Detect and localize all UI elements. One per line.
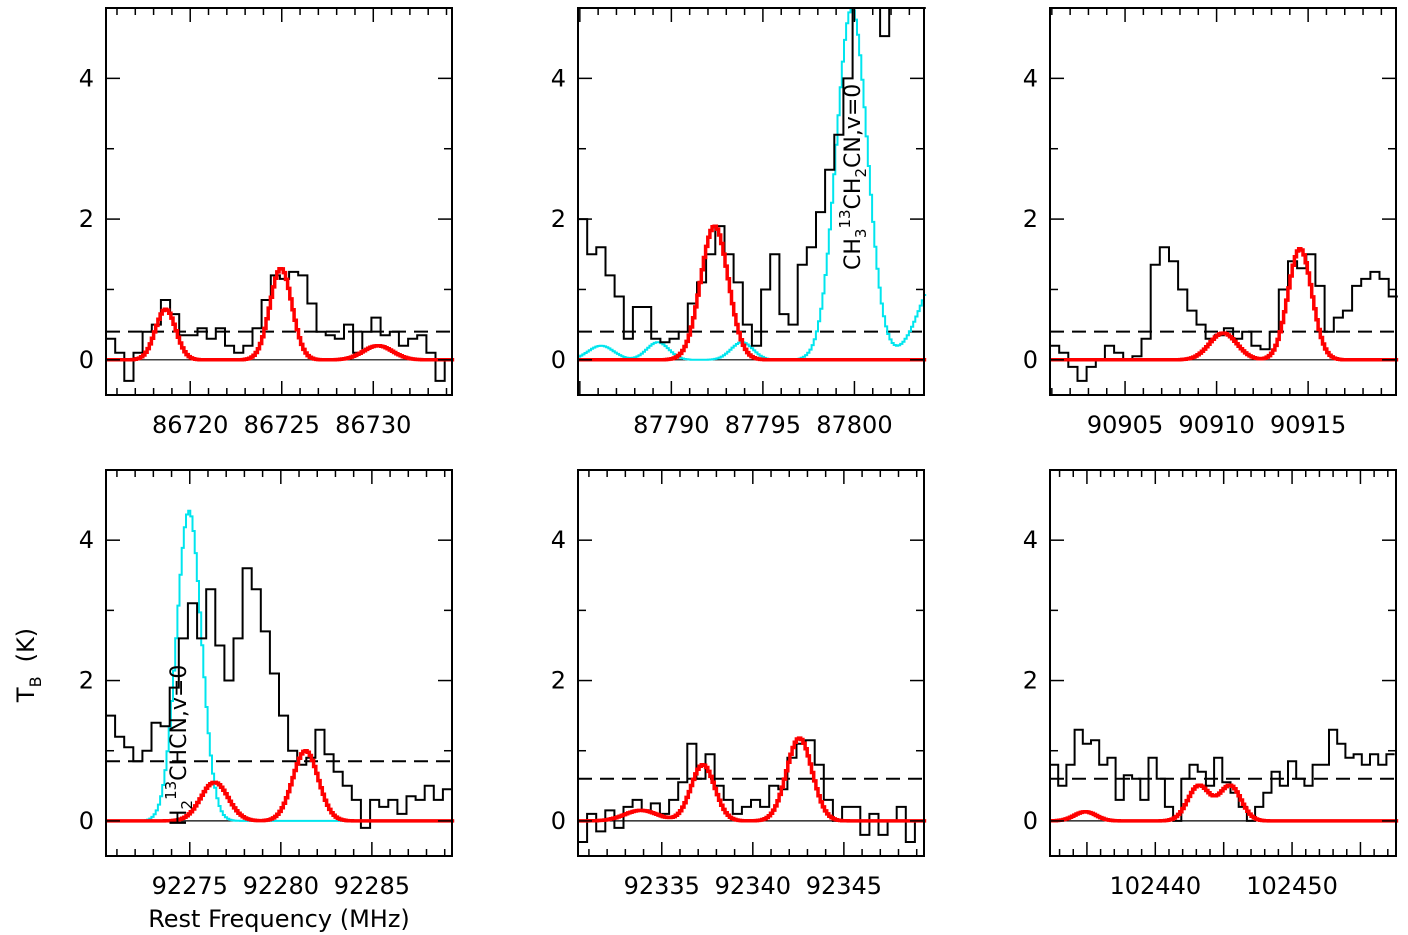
- x-tick-label: 92335: [624, 872, 700, 900]
- molecule-label-part: CH: [841, 238, 866, 270]
- y-tick-label: 4: [1023, 64, 1038, 92]
- x-tick-label: 92280: [243, 872, 319, 900]
- molecule-label-part: 13: [162, 781, 180, 800]
- red-model-spectrum: [578, 736, 927, 823]
- y-tick-label: 4: [1023, 526, 1038, 554]
- x-tick-label: 86730: [335, 411, 411, 439]
- x-axis: 86720 86725 86730: [116, 8, 448, 439]
- molecule-label: H213CHCN,v=0: [162, 665, 196, 826]
- x-tick-label: 92340: [715, 872, 791, 900]
- y-axis: 0 2 4: [551, 469, 924, 835]
- y-tick-label: 0: [79, 807, 94, 835]
- plot-frame: [105, 7, 453, 396]
- red-model-spectrum: [1050, 246, 1399, 362]
- y-tick-label: 2: [551, 205, 566, 233]
- observed-spectrum: [578, 739, 924, 843]
- plot-frame: [105, 469, 453, 857]
- x-tick-label: 102450: [1246, 872, 1338, 900]
- red-model-spectrum: [1050, 783, 1399, 823]
- y-axis-title-unit: (K): [12, 628, 40, 662]
- y-tick-label: 4: [551, 64, 566, 92]
- y-axis: 0 2 4: [79, 7, 452, 374]
- x-tick-label: 102440: [1109, 872, 1201, 900]
- y-tick-label: 0: [551, 807, 566, 835]
- x-tick-label: 87790: [633, 411, 709, 439]
- y-tick-label: 0: [79, 346, 94, 374]
- observed-spectrum: [578, 7, 926, 347]
- y-axis-title-main: T: [12, 687, 40, 703]
- cyan-model-spectrum: [106, 509, 455, 822]
- y-tick-label: 2: [79, 667, 94, 695]
- plot-frame: [1049, 469, 1397, 857]
- y-tick-label: 0: [1023, 807, 1038, 835]
- red-model-spectrum: [578, 224, 927, 362]
- y-axis-title: TB (K): [12, 628, 45, 703]
- molecule-label-part: 2: [852, 168, 870, 178]
- x-tick-label: 90905: [1087, 411, 1163, 439]
- x-tick-label: 87800: [816, 411, 892, 439]
- molecule-label-part: 13: [836, 209, 854, 228]
- y-tick-label: 2: [551, 667, 566, 695]
- plot-frame: [577, 469, 925, 857]
- x-tick-label: 87795: [725, 411, 801, 439]
- y-axis: 0 2 4: [79, 469, 452, 835]
- y-tick-label: 4: [79, 526, 94, 554]
- y-tick-label: 2: [1023, 205, 1038, 233]
- y-axis: 0 2 4: [551, 7, 924, 374]
- observed-spectrum: [106, 270, 454, 382]
- molecule-label: CH313CH2CN,v=0: [836, 84, 870, 270]
- panel-6: 0 2 4 102440 102450: [1023, 469, 1399, 900]
- molecule-label-part: 3: [852, 229, 870, 239]
- x-axis: 102440 102450: [1058, 470, 1389, 900]
- y-axis: 0 2 4: [1023, 469, 1396, 835]
- x-axis: 92275 92280 92285: [116, 470, 446, 900]
- molecule-label-part: H: [167, 809, 192, 826]
- x-tick-label: 92285: [334, 872, 410, 900]
- y-axis-title-subscript: B: [26, 676, 45, 687]
- y-tick-label: 4: [79, 64, 94, 92]
- y-tick-label: 0: [551, 346, 566, 374]
- molecule-label-part: CHCN,v=0: [167, 665, 192, 781]
- red-model-spectrum: [106, 749, 455, 823]
- x-axis: 92335 92340 92345: [588, 470, 918, 900]
- cyan-model-spectrum: [578, 7, 927, 361]
- x-tick-label: 86720: [152, 411, 228, 439]
- plot-frame: [1049, 7, 1397, 396]
- panel-1: 0 2 4 86720 86725 86730: [79, 7, 455, 439]
- y-tick-label: 4: [551, 526, 566, 554]
- panel-5: 0 2 4 92335 92340 92345: [551, 469, 927, 900]
- plot-frame: [577, 7, 925, 396]
- x-axis: 87790 87795 87800: [579, 8, 911, 439]
- x-axis-title: Rest Frequency (MHz): [148, 905, 410, 933]
- molecule-label-part: 2: [178, 800, 196, 810]
- y-axis: 0 2 4: [1023, 7, 1396, 374]
- x-tick-label: 92275: [152, 872, 228, 900]
- red-model-spectrum: [106, 266, 455, 362]
- x-axis: 90905 90910 90915: [1051, 8, 1383, 439]
- observed-spectrum: [1050, 728, 1395, 822]
- observed-spectrum: [106, 567, 452, 829]
- y-tick-label: 2: [1023, 667, 1038, 695]
- x-tick-label: 86725: [244, 411, 320, 439]
- x-tick-label: 90910: [1178, 411, 1254, 439]
- y-tick-label: 0: [1023, 346, 1038, 374]
- x-tick-label: 92345: [806, 872, 882, 900]
- panel-3: 0 2 4 90905 90910 90915: [1023, 7, 1399, 439]
- y-tick-label: 2: [79, 205, 94, 233]
- molecule-label-part: CN,v=0: [841, 84, 866, 168]
- molecule-label-part: CH: [841, 178, 866, 210]
- x-tick-label: 90915: [1270, 411, 1346, 439]
